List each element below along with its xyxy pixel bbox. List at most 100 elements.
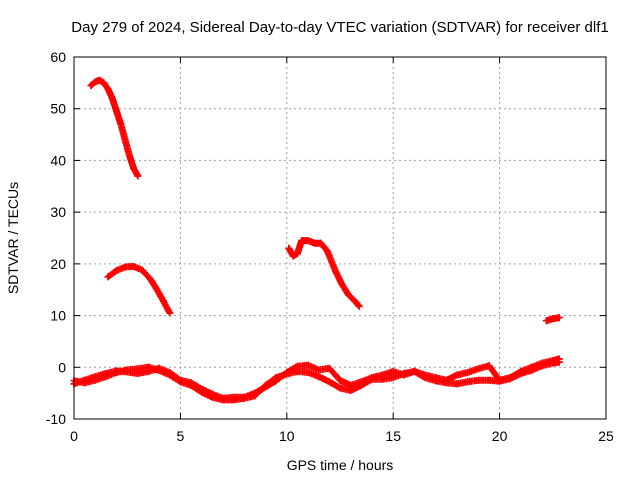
data-point bbox=[198, 385, 206, 393]
data-point bbox=[108, 94, 116, 102]
data-point bbox=[104, 85, 112, 93]
data-point bbox=[138, 266, 146, 274]
data-point bbox=[121, 136, 129, 144]
data-point bbox=[432, 374, 440, 382]
data-point bbox=[485, 362, 493, 370]
data-point bbox=[410, 367, 418, 375]
data-point bbox=[130, 262, 138, 270]
data-point bbox=[347, 381, 355, 389]
data-point bbox=[304, 368, 312, 376]
data-point bbox=[91, 373, 99, 381]
data-point bbox=[315, 366, 323, 374]
data-point bbox=[176, 376, 184, 384]
chart-title: Day 279 of 2024, Sidereal Day-to-day VTE… bbox=[71, 19, 608, 36]
y-axis-label: SDTVAR / TECUs bbox=[5, 182, 21, 294]
x-tick-label: 25 bbox=[598, 428, 614, 444]
data-point bbox=[166, 368, 174, 376]
data-point bbox=[113, 367, 121, 375]
data-point bbox=[555, 355, 563, 363]
y-tick-label: -10 bbox=[46, 411, 66, 427]
x-axis-label: GPS time / hours bbox=[287, 457, 394, 473]
data-point bbox=[421, 371, 429, 379]
data-point bbox=[506, 374, 514, 382]
plot-frame bbox=[73, 56, 607, 420]
y-tick-label: 10 bbox=[50, 308, 66, 324]
data-point bbox=[496, 376, 504, 384]
y-tick-label: 0 bbox=[58, 359, 66, 375]
data-point bbox=[113, 267, 121, 275]
data-point bbox=[272, 377, 280, 385]
data-point bbox=[336, 384, 344, 392]
data-point bbox=[327, 257, 335, 265]
data-point bbox=[125, 151, 133, 159]
data-point bbox=[134, 369, 142, 377]
data-point bbox=[166, 309, 174, 317]
data-point bbox=[379, 371, 387, 379]
series-arc-3 bbox=[285, 237, 363, 310]
x-tick-label: 20 bbox=[492, 428, 508, 444]
data-point bbox=[134, 172, 142, 180]
data-point bbox=[351, 297, 359, 305]
data-point bbox=[517, 367, 525, 375]
y-tick-label: 50 bbox=[50, 101, 66, 117]
data-point bbox=[368, 374, 376, 382]
data-point bbox=[317, 239, 325, 247]
data-point bbox=[474, 365, 482, 373]
data-point bbox=[400, 371, 408, 379]
data-point bbox=[538, 359, 546, 367]
series-arc-4 bbox=[542, 314, 563, 325]
data-point bbox=[147, 275, 155, 283]
grid-lines bbox=[74, 57, 606, 419]
data-point bbox=[464, 378, 472, 386]
data-point bbox=[96, 76, 104, 84]
x-tick-label: 5 bbox=[177, 428, 185, 444]
data-point bbox=[304, 237, 312, 245]
data-point bbox=[102, 369, 110, 377]
data-point bbox=[485, 376, 493, 384]
data-point bbox=[389, 374, 397, 382]
data-point bbox=[549, 357, 557, 365]
data-point bbox=[464, 368, 472, 376]
data-point bbox=[117, 120, 125, 128]
data-point bbox=[357, 378, 365, 386]
data-point bbox=[251, 389, 259, 397]
x-tick-label: 15 bbox=[385, 428, 401, 444]
data-point bbox=[310, 239, 318, 247]
y-tick-label: 30 bbox=[50, 204, 66, 220]
data-point bbox=[187, 379, 195, 387]
data-point bbox=[338, 281, 346, 289]
data-point bbox=[293, 362, 301, 370]
data-point bbox=[345, 291, 353, 299]
data-point bbox=[549, 315, 557, 323]
data-point bbox=[289, 252, 297, 260]
data-point bbox=[336, 376, 344, 384]
data-point bbox=[528, 363, 536, 371]
data-point bbox=[219, 394, 227, 402]
data-point bbox=[121, 263, 129, 271]
data-point bbox=[230, 393, 238, 401]
data-point bbox=[144, 367, 152, 375]
data-point bbox=[542, 317, 550, 325]
data-point bbox=[240, 393, 248, 401]
data-point bbox=[453, 380, 461, 388]
data-point bbox=[153, 286, 161, 294]
data-point bbox=[332, 268, 340, 276]
data-point bbox=[91, 78, 99, 86]
data-point bbox=[113, 107, 121, 115]
data-point bbox=[208, 390, 216, 398]
series-arc-1 bbox=[87, 76, 142, 180]
y-tick-label: 20 bbox=[50, 256, 66, 272]
y-tick-label: 40 bbox=[50, 152, 66, 168]
data-point bbox=[123, 368, 131, 376]
data-point bbox=[81, 376, 89, 384]
data-point bbox=[100, 79, 108, 87]
series-arc-2 bbox=[104, 262, 174, 317]
data-point bbox=[355, 302, 363, 310]
data-point bbox=[155, 364, 163, 372]
data-point bbox=[555, 314, 563, 322]
data-point bbox=[442, 376, 450, 384]
data-point bbox=[285, 244, 293, 252]
data-point bbox=[298, 237, 306, 245]
y-tick-label: 60 bbox=[50, 49, 66, 65]
